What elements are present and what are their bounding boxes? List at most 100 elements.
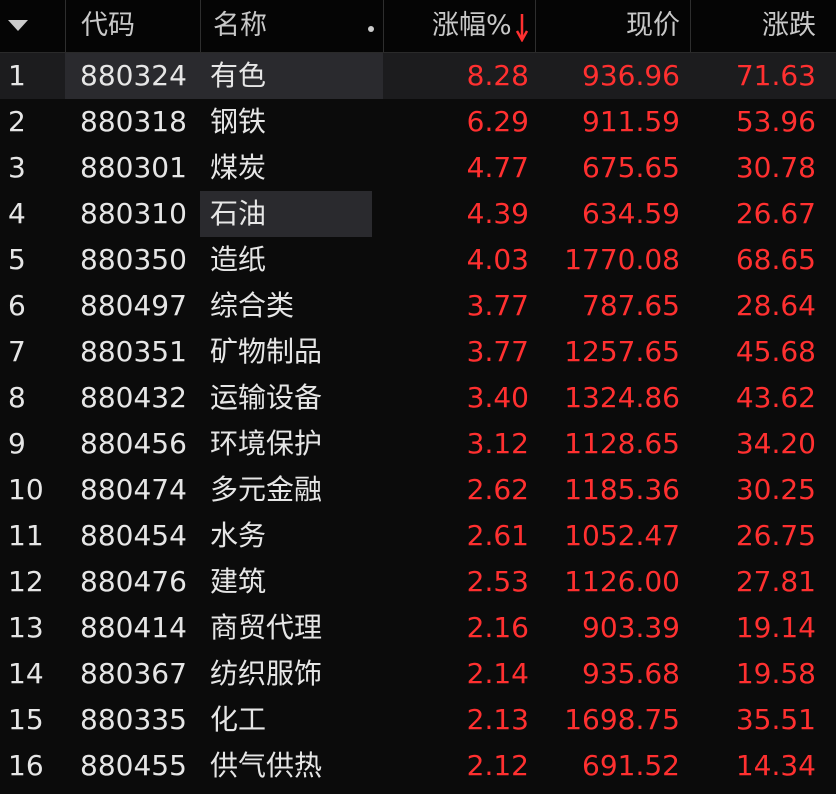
code: 880351 — [80, 335, 187, 368]
table-row[interactable]: 12 880476 建筑 2.53 1126.00 27.81 — [0, 559, 836, 605]
header-cell[interactable]: 代码 — [65, 0, 200, 52]
sort-arrow — [516, 14, 528, 42]
change-percent: 3.12 — [466, 427, 529, 460]
price: 1185.36 — [564, 473, 680, 506]
code: 880367 — [80, 657, 187, 690]
table-row[interactable]: 15 880335 化工 2.13 1698.75 35.51 — [0, 697, 836, 743]
table-row[interactable]: 4 880310 石油 4.39 634.59 26.67 — [0, 191, 836, 237]
row-index: 8 — [8, 381, 26, 414]
sector-name: 供气供热 — [210, 749, 323, 782]
change: 30.25 — [735, 473, 816, 506]
price: 691.52 — [582, 749, 680, 782]
price: 1324.86 — [564, 381, 680, 414]
row-index: 5 — [8, 243, 26, 276]
code: 880350 — [80, 243, 187, 276]
sector-name: 化工 — [210, 703, 267, 736]
table-row[interactable]: 3 880301 煤炭 4.77 675.65 30.78 — [0, 145, 836, 191]
change-percent: 2.14 — [466, 657, 529, 690]
code: 880456 — [80, 427, 187, 460]
table-row[interactable]: 9 880456 环境保护 3.12 1128.65 34.20 — [0, 421, 836, 467]
header-cell[interactable]: 名称 — [200, 0, 383, 52]
table-row[interactable]: 10 880474 多元金融 2.62 1185.36 30.25 — [0, 467, 836, 513]
change-percent: 6.29 — [466, 105, 529, 138]
table-row[interactable]: 7 880351 矿物制品 3.77 1257.65 45.68 — [0, 329, 836, 375]
table-row[interactable]: 2 880318 钢铁 6.29 911.59 53.96 — [0, 99, 836, 145]
change-percent: 3.77 — [466, 289, 529, 322]
change-percent: 4.03 — [466, 243, 529, 276]
change-percent: 8.28 — [466, 59, 529, 92]
sector-name: 运输设备 — [210, 381, 323, 414]
table-row[interactable]: 1 880324 有色 8.28 936.96 71.63 — [0, 53, 836, 99]
code: 880476 — [80, 565, 187, 598]
price: 675.65 — [582, 151, 680, 184]
change: 53.96 — [735, 105, 816, 138]
code: 880497 — [80, 289, 187, 322]
change-percent: 2.62 — [466, 473, 529, 506]
sector-name: 煤炭 — [210, 151, 267, 184]
price: 911.59 — [582, 105, 680, 138]
table-row[interactable]: 6 880497 综合类 3.77 787.65 28.64 — [0, 283, 836, 329]
change: 45.68 — [735, 335, 816, 368]
table-row[interactable]: 13 880414 商贸代理 2.16 903.39 19.14 — [0, 605, 836, 651]
sector-name: 纺织服饰 — [210, 657, 323, 690]
change: 19.58 — [735, 657, 816, 690]
price: 1128.65 — [564, 427, 680, 460]
row-index: 12 — [8, 565, 44, 598]
header-row: 代码 名称 涨幅% 现价 涨跌 — [0, 0, 836, 53]
change-percent: 2.12 — [466, 749, 529, 782]
header-cell[interactable]: 现价 — [535, 0, 690, 52]
row-index: 7 — [8, 335, 26, 368]
change: 71.63 — [735, 59, 816, 92]
change: 14.34 — [735, 749, 816, 782]
sector-name: 钢铁 — [210, 105, 267, 138]
table-row[interactable]: 16 880455 供气供热 2.12 691.52 14.34 — [0, 743, 836, 789]
change-percent: 4.77 — [466, 151, 529, 184]
table-row[interactable]: 8 880432 运输设备 3.40 1324.86 43.62 — [0, 375, 836, 421]
table-row[interactable]: 5 880350 造纸 4.03 1770.08 68.65 — [0, 237, 836, 283]
sector-name: 矿物制品 — [210, 335, 323, 368]
change: 26.67 — [735, 197, 816, 230]
row-index: 11 — [8, 519, 44, 552]
sector-name: 水务 — [210, 519, 267, 552]
row-index: 4 — [8, 197, 26, 230]
table-row[interactable]: 14 880367 纺织服饰 2.14 935.68 19.58 — [0, 651, 836, 697]
price: 787.65 — [582, 289, 680, 322]
change: 43.62 — [735, 381, 816, 414]
change-percent: 2.13 — [466, 703, 529, 736]
change: 68.65 — [735, 243, 816, 276]
sector-name: 环境保护 — [210, 427, 323, 460]
table-row[interactable]: 11 880454 水务 2.61 1052.47 26.75 — [0, 513, 836, 559]
sector-name: 建筑 — [210, 565, 267, 598]
code: 880318 — [80, 105, 187, 138]
change: 30.78 — [735, 151, 816, 184]
row-index: 9 — [8, 427, 26, 460]
change: 28.64 — [735, 289, 816, 322]
change-percent: 2.16 — [466, 611, 529, 644]
row-index: 15 — [8, 703, 44, 736]
change-percent: 3.77 — [466, 335, 529, 368]
change: 35.51 — [735, 703, 816, 736]
change-percent: 2.53 — [466, 565, 529, 598]
sector-name: 商贸代理 — [210, 611, 323, 644]
code: 880454 — [80, 519, 187, 552]
code: 880324 — [65, 53, 200, 99]
change: 27.81 — [735, 565, 816, 598]
price: 935.68 — [582, 657, 680, 690]
code: 880335 — [80, 703, 187, 736]
change: 19.14 — [735, 611, 816, 644]
code: 880474 — [80, 473, 187, 506]
price: 903.39 — [582, 611, 680, 644]
header-cell[interactable]: 涨幅% — [383, 0, 535, 52]
change: 34.20 — [735, 427, 816, 460]
row-index: 2 — [8, 105, 26, 138]
code: 880414 — [80, 611, 187, 644]
code: 880432 — [80, 381, 187, 414]
row-index: 16 — [8, 749, 44, 782]
change-percent: 3.40 — [466, 381, 529, 414]
header-cell[interactable]: 涨跌 — [690, 0, 836, 52]
sector-name: 综合类 — [210, 289, 295, 322]
row-index: 10 — [8, 473, 44, 506]
row-index: 3 — [8, 151, 26, 184]
menu-triangle[interactable] — [8, 20, 28, 32]
